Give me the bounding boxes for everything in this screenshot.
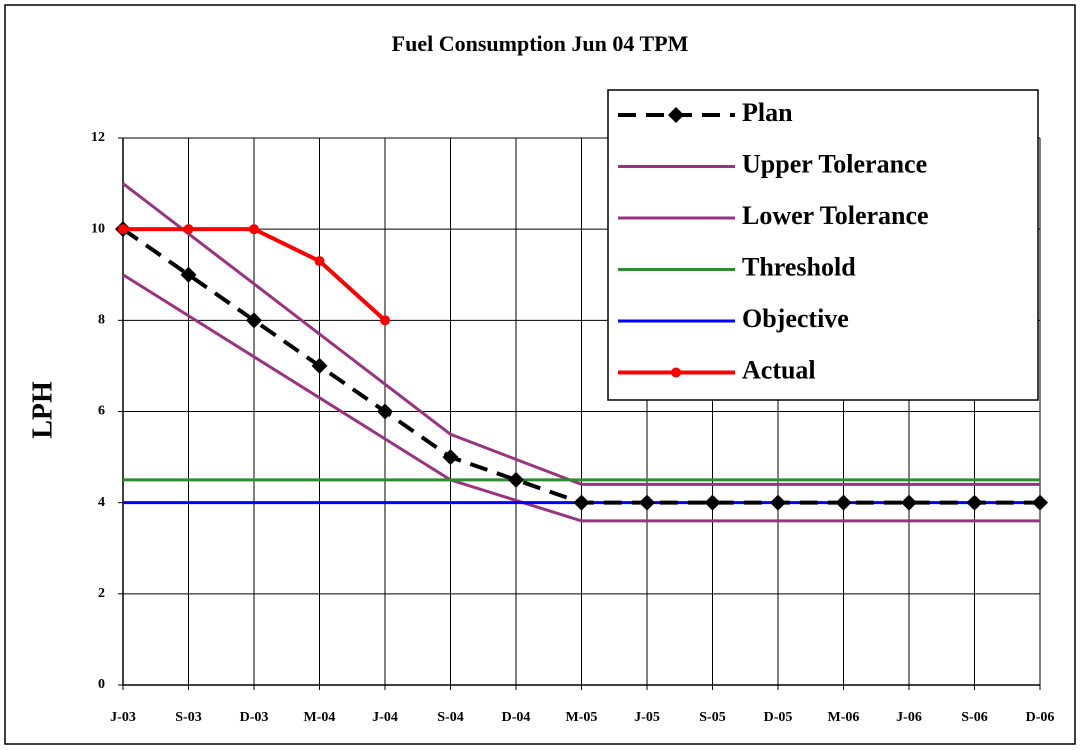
x-tick-label: D-05 [764,710,793,725]
y-tick-label: 0 [98,677,105,692]
marker [249,224,259,235]
marker [442,449,459,466]
y-axis-label: LPH [27,381,58,439]
x-tick-label: J-05 [634,710,660,725]
x-tick-label: J-06 [896,710,922,725]
marker [183,224,194,235]
y-tick-label: 12 [91,130,105,145]
marker [314,256,325,267]
y-tick-label: 2 [98,586,105,601]
x-tick-label: J-03 [110,710,136,725]
series-line [122,273,1040,523]
x-tick-label: M-04 [304,710,336,725]
marker [704,494,721,511]
marker [1032,494,1048,511]
marker [377,403,393,420]
marker [311,357,328,374]
y-tick-label: 4 [98,495,105,510]
x-tick-label: S-03 [175,710,201,725]
series-line [122,182,1040,486]
y-tick-label: 8 [98,313,105,328]
legend-box [607,89,1039,401]
marker [770,494,786,511]
legend-label: Actual [742,355,816,384]
legend-label: Threshold [742,252,856,281]
legend-label: Plan [742,98,793,127]
legend-marker [668,107,684,123]
x-tick-label: S-06 [961,710,987,725]
y-tick-label: 6 [98,404,105,419]
x-tick-label: D-06 [1026,710,1055,725]
x-tick-label: S-04 [437,710,463,725]
marker [246,312,262,329]
marker [639,494,655,511]
x-tick-label: M-06 [828,710,860,725]
marker [901,494,917,511]
marker [966,494,983,511]
x-tick-label: J-04 [372,710,398,725]
legend-label: Lower Tolerance [742,201,929,230]
x-tick-label: D-04 [502,710,531,725]
marker [835,494,852,511]
legend-label: Upper Tolerance [742,149,927,178]
x-tick-label: S-05 [699,710,725,725]
marker [573,494,590,511]
legend-marker [671,367,681,378]
marker [508,471,524,488]
y-tick-label: 10 [91,221,105,236]
marker [180,266,197,283]
chart-title: Fuel Consumption Jun 04 TPM [392,31,689,56]
marker [118,224,128,235]
x-tick-label: M-05 [566,710,598,725]
marker [380,315,390,326]
x-tick-label: D-03 [240,710,269,725]
legend-label: Objective [742,304,849,333]
